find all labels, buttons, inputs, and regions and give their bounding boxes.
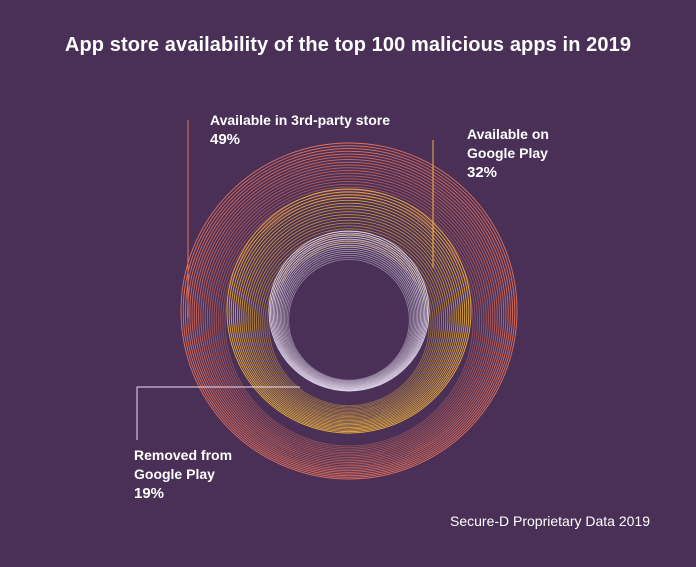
ring-mid bbox=[226, 188, 472, 434]
ring-outer bbox=[184, 148, 514, 477]
label-google-play: Available on Google Play 32% bbox=[467, 125, 549, 182]
source-footer: Secure-D Proprietary Data 2019 bbox=[450, 513, 650, 529]
ring-inner bbox=[281, 248, 417, 385]
ring-inner bbox=[276, 242, 422, 387]
label-third-party-store-name: Available in 3rd-party store bbox=[210, 112, 390, 128]
ring-outer bbox=[209, 178, 489, 458]
ring-inner bbox=[269, 232, 429, 391]
ring-mid bbox=[245, 214, 453, 422]
chart-title: App store availability of the top 100 ma… bbox=[64, 34, 632, 56]
ring-mid bbox=[247, 216, 451, 420]
ring-outer bbox=[193, 159, 505, 470]
ring-outer bbox=[211, 181, 487, 457]
label-third-party-store: Available in 3rd-party store 49% bbox=[210, 111, 390, 149]
ring-mid bbox=[260, 233, 438, 412]
rings-google-play bbox=[226, 188, 472, 434]
ring-mid bbox=[264, 239, 434, 409]
ring-mid bbox=[258, 231, 440, 413]
ring-outer bbox=[222, 194, 476, 449]
ring-mid bbox=[253, 225, 445, 416]
label-google-play-line1: Available on bbox=[467, 126, 549, 142]
ring-mid bbox=[241, 208, 457, 424]
label-third-party-store-value: 49% bbox=[210, 131, 241, 148]
ring-mid bbox=[255, 228, 443, 415]
ring-inner bbox=[275, 240, 423, 388]
ring-outer bbox=[220, 192, 478, 450]
ring-mid bbox=[251, 222, 447, 418]
ring-inner bbox=[272, 236, 426, 390]
label-google-play-line2: Google Play bbox=[467, 145, 548, 161]
ring-outer bbox=[217, 189, 481, 452]
label-removed-google-play: Removed from Google Play 19% bbox=[134, 446, 232, 503]
rings-third-party-store bbox=[180, 142, 518, 480]
ring-inner bbox=[271, 234, 427, 390]
ring-mid bbox=[249, 219, 449, 419]
leader-line-removed-google-play bbox=[136, 386, 300, 440]
ring-mid bbox=[232, 197, 466, 430]
ring-mid bbox=[228, 191, 470, 433]
label-removed-line1: Removed from bbox=[134, 447, 233, 463]
ring-inner bbox=[279, 246, 419, 386]
ring-outer bbox=[189, 153, 509, 473]
ring-outer bbox=[195, 161, 503, 468]
ring-outer bbox=[202, 170, 496, 463]
ring-outer bbox=[204, 172, 494, 462]
ring-outer bbox=[182, 145, 516, 478]
ring-outer bbox=[206, 175, 492, 460]
ring-inner bbox=[274, 238, 424, 389]
ring-inner bbox=[283, 252, 415, 383]
ring-outer bbox=[198, 164, 500, 467]
label-removed-value: 19% bbox=[134, 485, 165, 502]
ring-outer bbox=[213, 183, 485, 455]
ring-mid bbox=[230, 194, 468, 431]
ring-outer bbox=[180, 142, 518, 480]
ring-mid bbox=[234, 199, 464, 428]
rings-removed-google-play bbox=[268, 230, 430, 392]
ring-mid bbox=[237, 202, 461, 427]
ring-outer bbox=[191, 156, 507, 472]
label-google-play-value: 32% bbox=[467, 164, 498, 181]
ring-inner bbox=[282, 250, 416, 384]
ring-inner bbox=[268, 230, 430, 392]
ring-mid bbox=[239, 205, 459, 426]
ring-outer bbox=[224, 197, 474, 447]
label-removed-line2: Google Play bbox=[134, 466, 215, 482]
ring-mid bbox=[268, 245, 430, 407]
ring-inner bbox=[288, 258, 410, 381]
ring-outer bbox=[200, 167, 498, 465]
ring-outer bbox=[215, 186, 483, 454]
ring-inner bbox=[286, 256, 412, 382]
ring-mid bbox=[243, 211, 455, 423]
ring-inner bbox=[278, 244, 420, 387]
ring-inner bbox=[285, 254, 413, 383]
